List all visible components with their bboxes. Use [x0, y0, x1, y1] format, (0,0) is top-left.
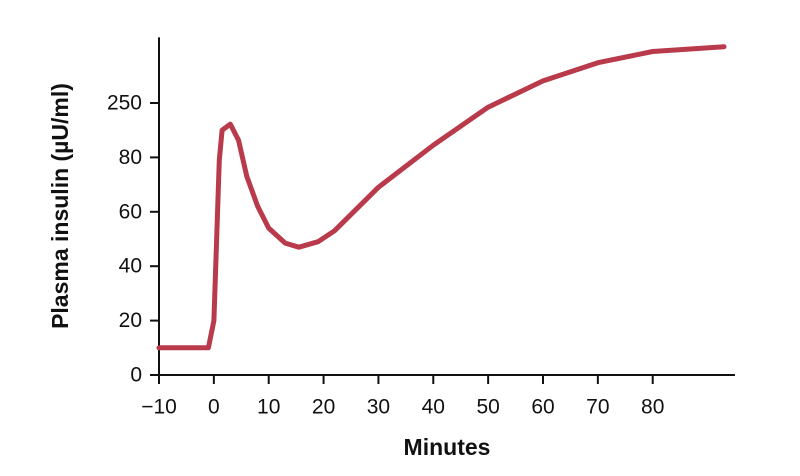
x-tick-label: 80: [641, 396, 664, 419]
x-tick-label: 60: [531, 396, 554, 419]
x-tick-label: 40: [422, 396, 445, 419]
x-axis-title: Minutes: [404, 434, 491, 460]
x-tick-label: 70: [586, 396, 609, 419]
y-tick-label: 0: [130, 364, 142, 387]
insulin-curve: [156, 44, 727, 351]
y-tick-label: 20: [119, 309, 142, 332]
x-tick-label: 50: [476, 396, 499, 419]
x-tick-label: 20: [312, 396, 335, 419]
x-tick-label: 0: [208, 396, 220, 419]
y-tick-label: 250: [107, 92, 142, 115]
y-tick-label: 40: [119, 255, 142, 278]
y-tick-label: 80: [119, 146, 142, 169]
y-axis-title: Plasma insulin (µU/ml): [47, 83, 73, 329]
y-tick-label: 60: [119, 200, 142, 223]
x-tick-label: −10: [141, 396, 177, 419]
x-tick-label: 30: [367, 396, 390, 419]
x-tick-label: 10: [257, 396, 280, 419]
